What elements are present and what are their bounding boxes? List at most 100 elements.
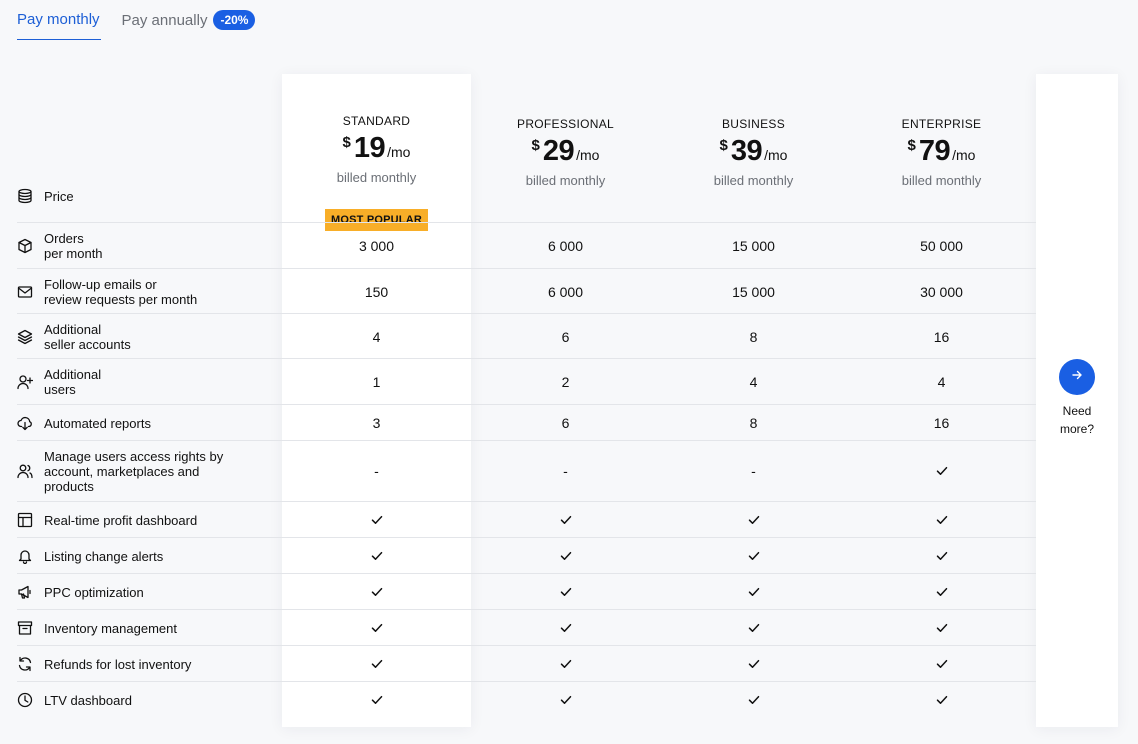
price-period: /mo <box>952 147 976 163</box>
need-more-text: Need more? <box>1059 404 1094 436</box>
feature-label-text: Listing change alerts <box>44 548 164 564</box>
feature-label-text: Orders per month <box>44 230 103 261</box>
users-icon <box>17 463 33 479</box>
check-icon <box>847 502 1036 538</box>
tab-pay-monthly-label: Pay monthly <box>17 11 100 28</box>
price-period: /mo <box>576 147 600 163</box>
check-icon <box>471 682 660 718</box>
plan-price: $ 39 /mo <box>659 134 848 168</box>
check-icon <box>282 610 471 646</box>
feature-row: Follow-up emails or review requests per … <box>17 268 1036 314</box>
feature-row: Additional seller accounts 4 6 8 16 <box>17 313 1036 359</box>
price-amount: 39 <box>730 135 763 167</box>
plan-feature-value: 15 000 <box>732 283 775 300</box>
check-icon <box>471 610 660 646</box>
plan-feature-value: 3 000 <box>358 237 395 254</box>
feature-label-text: PPC optimization <box>44 584 144 600</box>
feature-row: Listing change alerts <box>17 537 1036 574</box>
feature-label-text: Manage users access rights by account, m… <box>44 448 224 494</box>
feature-label-text: Automated reports <box>44 415 151 431</box>
plan-feature-value: 4 <box>937 373 946 390</box>
box-icon <box>17 238 33 254</box>
plan-header-standard: STANDARD $ 19 /mo billed monthly <box>282 114 471 185</box>
plan-feature-value: 16 <box>933 415 950 431</box>
dashboard-icon <box>17 512 33 528</box>
check-icon <box>282 646 471 682</box>
billing-note: billed monthly <box>901 173 982 188</box>
plan-feature-value: 1 <box>372 373 381 390</box>
feature-row: PPC optimization <box>17 573 1036 610</box>
feature-label: Real-time profit dashboard <box>17 502 277 538</box>
need-more: Need more? <box>1036 359 1118 438</box>
plan-feature-value: 6 <box>561 415 570 431</box>
currency-symbol: $ <box>719 137 728 154</box>
feature-label: Price <box>17 183 277 209</box>
feature-label: PPC optimization <box>17 574 277 610</box>
plan-feature-value: 4 <box>749 373 758 390</box>
plan-name: ENTERPRISE <box>901 117 982 131</box>
layers-icon <box>17 329 33 345</box>
check-icon <box>659 502 848 538</box>
feature-label: Follow-up emails or review requests per … <box>17 269 277 314</box>
most-popular-badge: MOST POPULAR <box>325 209 428 231</box>
archive-icon <box>17 620 33 636</box>
price-row: Price <box>17 183 1036 209</box>
plan-feature-value: 6 <box>561 328 570 345</box>
check-icon <box>847 682 1036 718</box>
feature-label: Listing change alerts <box>17 538 277 574</box>
feature-row: Manage users access rights by account, m… <box>17 440 1036 501</box>
plan-feature-value: 30 000 <box>920 283 963 300</box>
plan-price: $ 19 /mo <box>282 131 471 165</box>
check-icon <box>471 538 660 574</box>
megaphone-icon <box>17 584 33 600</box>
arrow-right-icon <box>1071 368 1083 386</box>
feature-label: Inventory management <box>17 610 277 646</box>
plan-feature-value: 150 <box>364 283 389 300</box>
feature-label: Additional users <box>17 359 277 404</box>
check-icon <box>282 682 471 718</box>
download-cloud-icon <box>17 415 33 431</box>
plan-feature-value: 8 <box>749 328 758 345</box>
plan-feature-value: - <box>374 463 379 479</box>
tab-pay-monthly[interactable]: Pay monthly <box>17 0 101 40</box>
price-amount: 29 <box>542 135 575 167</box>
plan-feature-value: 8 <box>749 415 758 431</box>
plan-name: STANDARD <box>342 114 411 128</box>
feature-label-text: Additional seller accounts <box>44 321 131 352</box>
need-more-button[interactable] <box>1059 359 1095 395</box>
feature-row: Real-time profit dashboard <box>17 501 1036 538</box>
plan-name: BUSINESS <box>721 117 786 131</box>
feature-label: Orders per month <box>17 223 277 268</box>
plan-feature-value: 2 <box>561 373 570 390</box>
refresh-icon <box>17 656 33 672</box>
user-plus-icon <box>17 374 33 390</box>
check-icon <box>659 538 848 574</box>
check-icon <box>659 646 848 682</box>
billing-note: billed monthly <box>713 173 794 188</box>
feature-row: LTV dashboard <box>17 681 1036 718</box>
currency-symbol: $ <box>907 137 916 154</box>
feature-label-text: LTV dashboard <box>44 692 132 708</box>
feature-label-text: Real-time profit dashboard <box>44 512 198 528</box>
check-icon <box>847 441 1036 501</box>
standard-plan-card <box>282 74 471 727</box>
plan-feature-value: - <box>563 463 568 479</box>
check-icon <box>282 574 471 610</box>
tab-pay-annually[interactable]: Pay annually -20% <box>122 0 256 40</box>
currency-symbol: $ <box>531 137 540 154</box>
check-icon <box>471 574 660 610</box>
bell-icon <box>17 548 33 564</box>
plan-header-professional: PROFESSIONAL $ 29 /mo billed monthly <box>471 117 660 188</box>
plan-feature-value: 3 <box>372 415 381 431</box>
feature-row: Automated reports 3 6 8 16 <box>17 404 1036 441</box>
check-icon <box>282 538 471 574</box>
feature-label-text: Inventory management <box>44 620 177 636</box>
feature-label-text: Refunds for lost inventory <box>44 656 192 672</box>
feature-row: Additional users 1 2 4 4 <box>17 358 1036 404</box>
plan-feature-value: 4 <box>372 328 381 345</box>
billing-note: billed monthly <box>525 173 606 188</box>
billing-tabs: Pay monthly Pay annually -20% <box>17 0 256 40</box>
plan-header-enterprise: ENTERPRISE $ 79 /mo billed monthly <box>847 117 1036 188</box>
price-amount: 79 <box>918 135 951 167</box>
feature-label: Manage users access rights by account, m… <box>17 441 277 501</box>
